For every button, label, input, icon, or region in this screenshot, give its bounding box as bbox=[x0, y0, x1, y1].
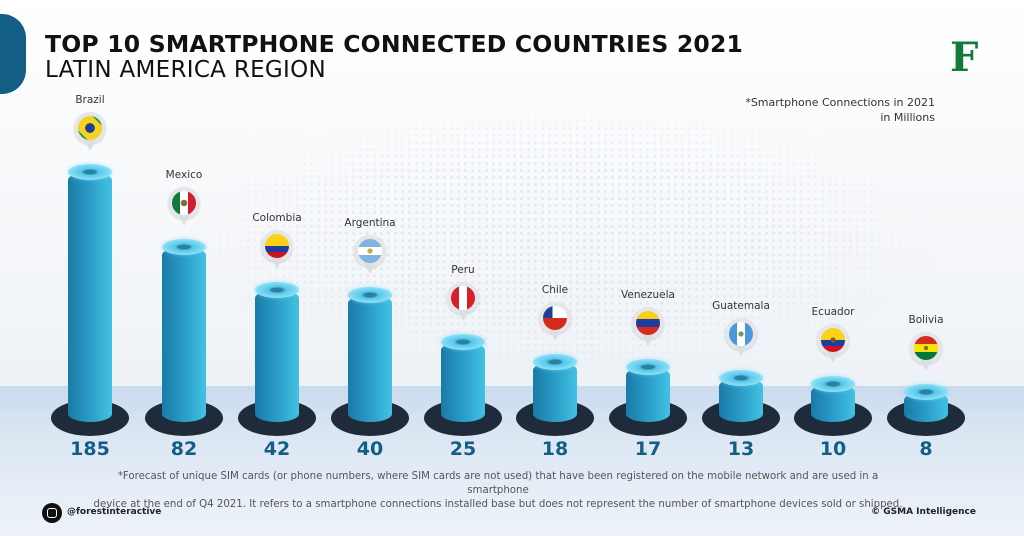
bar-column-bolivia: Bolivia 8 bbox=[879, 0, 973, 470]
map-pin-icon bbox=[74, 112, 106, 154]
bar-cylinder bbox=[162, 247, 206, 422]
bar-value: 17 bbox=[634, 438, 662, 460]
bar-cylinder bbox=[255, 290, 299, 422]
map-pin-icon bbox=[725, 318, 757, 360]
instagram-icon[interactable] bbox=[42, 503, 62, 523]
map-pin-icon bbox=[539, 302, 571, 344]
units-note: *Smartphone Connections in 2021 in Milli… bbox=[745, 95, 935, 125]
footnote-line2: device at the end of Q4 2021. It refers … bbox=[93, 499, 903, 510]
country-label: Venezuela bbox=[621, 289, 675, 301]
map-pin-icon bbox=[354, 235, 386, 277]
bar-column-argentina: Argentina 40 bbox=[323, 0, 417, 470]
bar-column-brazil: Brazil 185 bbox=[43, 0, 137, 470]
map-pin-icon bbox=[447, 282, 479, 324]
bar-column-guatemala: Guatemala 13 bbox=[694, 0, 788, 470]
argentina-flag-icon bbox=[358, 239, 382, 263]
country-label: Argentina bbox=[344, 217, 396, 229]
map-pin-icon bbox=[261, 230, 293, 272]
bar-cylinder bbox=[68, 172, 112, 422]
colombia-flag-icon bbox=[265, 234, 289, 258]
units-note-line1: *Smartphone Connections in 2021 bbox=[745, 96, 935, 109]
instagram-handle[interactable]: @forestinteractive bbox=[67, 507, 162, 517]
ecuador-flag-icon bbox=[821, 328, 845, 352]
country-label: Bolivia bbox=[908, 314, 944, 326]
guatemala-flag-icon bbox=[729, 322, 753, 346]
bar-value: 42 bbox=[263, 438, 291, 460]
country-label: Mexico bbox=[165, 169, 203, 181]
source-credit: © GSMA Intelligence bbox=[871, 507, 976, 517]
country-label: Guatemala bbox=[712, 300, 770, 312]
bar-value: 40 bbox=[356, 438, 384, 460]
bar-cylinder bbox=[626, 367, 670, 422]
bar-column-ecuador: Ecuador 10 bbox=[786, 0, 880, 470]
bar-cap bbox=[441, 334, 485, 350]
bar-column-venezuela: Venezuela 17 bbox=[601, 0, 695, 470]
bar-cap bbox=[162, 239, 206, 255]
units-note-line2: in Millions bbox=[880, 111, 935, 124]
bar-cap bbox=[626, 359, 670, 375]
bar-cylinder bbox=[533, 362, 577, 422]
page-title: TOP 10 SMARTPHONE CONNECTED COUNTRIES 20… bbox=[45, 30, 744, 58]
map-pin-icon bbox=[632, 307, 664, 349]
bar-value: 13 bbox=[727, 438, 755, 460]
bar-value: 82 bbox=[170, 438, 198, 460]
bar-cap bbox=[533, 354, 577, 370]
country-label: Ecuador bbox=[811, 306, 855, 318]
bolivia-flag-icon bbox=[914, 336, 938, 360]
page-subtitle: LATIN AMERICA REGION bbox=[45, 57, 327, 83]
bar-value: 18 bbox=[541, 438, 569, 460]
bar-cap bbox=[255, 282, 299, 298]
footnote-line1: *Forecast of unique SIM cards (or phone … bbox=[117, 471, 879, 496]
bar-value: 25 bbox=[449, 438, 477, 460]
bar-cylinder bbox=[348, 295, 392, 422]
country-label: Peru bbox=[451, 264, 475, 276]
peru-flag-icon bbox=[451, 286, 475, 310]
brazil-flag-icon bbox=[78, 116, 102, 140]
map-pin-icon bbox=[817, 324, 849, 366]
bar-value: 185 bbox=[70, 438, 110, 460]
bar-cap bbox=[811, 376, 855, 392]
bar-cap bbox=[904, 384, 948, 400]
mexico-flag-icon bbox=[172, 191, 196, 215]
bar-cylinder bbox=[441, 342, 485, 422]
footnote: *Forecast of unique SIM cards (or phone … bbox=[88, 470, 908, 512]
bar-value: 10 bbox=[819, 438, 847, 460]
country-label: Chile bbox=[541, 284, 569, 296]
accent-tab bbox=[0, 14, 26, 94]
map-pin-icon bbox=[168, 187, 200, 229]
map-pin-icon bbox=[910, 332, 942, 374]
venezuela-flag-icon bbox=[636, 311, 660, 335]
bar-value: 8 bbox=[919, 438, 933, 460]
bar-column-colombia: Colombia 42 bbox=[230, 0, 324, 470]
bar-column-peru: Peru 25 bbox=[416, 0, 510, 470]
bar-cap bbox=[719, 370, 763, 386]
bar-column-mexico: Mexico 82 bbox=[137, 0, 231, 470]
bar-cap bbox=[68, 164, 112, 180]
country-label: Brazil bbox=[75, 94, 105, 106]
country-label: Colombia bbox=[252, 212, 302, 224]
forest-logo-icon: F bbox=[950, 34, 979, 81]
bar-column-chile: Chile 18 bbox=[508, 0, 602, 470]
bar-cap bbox=[348, 287, 392, 303]
chile-flag-icon bbox=[543, 306, 567, 330]
